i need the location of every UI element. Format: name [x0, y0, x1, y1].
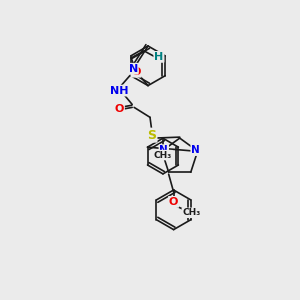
Text: CH₃: CH₃ [182, 208, 201, 217]
Text: O: O [131, 67, 141, 77]
Text: CH₃: CH₃ [154, 151, 172, 160]
Text: H: H [154, 52, 164, 62]
Text: S: S [148, 129, 157, 142]
Text: N: N [128, 64, 138, 74]
Text: NH: NH [110, 85, 128, 96]
Text: N: N [191, 145, 200, 155]
Text: O: O [115, 104, 124, 114]
Text: O: O [169, 197, 178, 207]
Text: N: N [159, 145, 168, 155]
